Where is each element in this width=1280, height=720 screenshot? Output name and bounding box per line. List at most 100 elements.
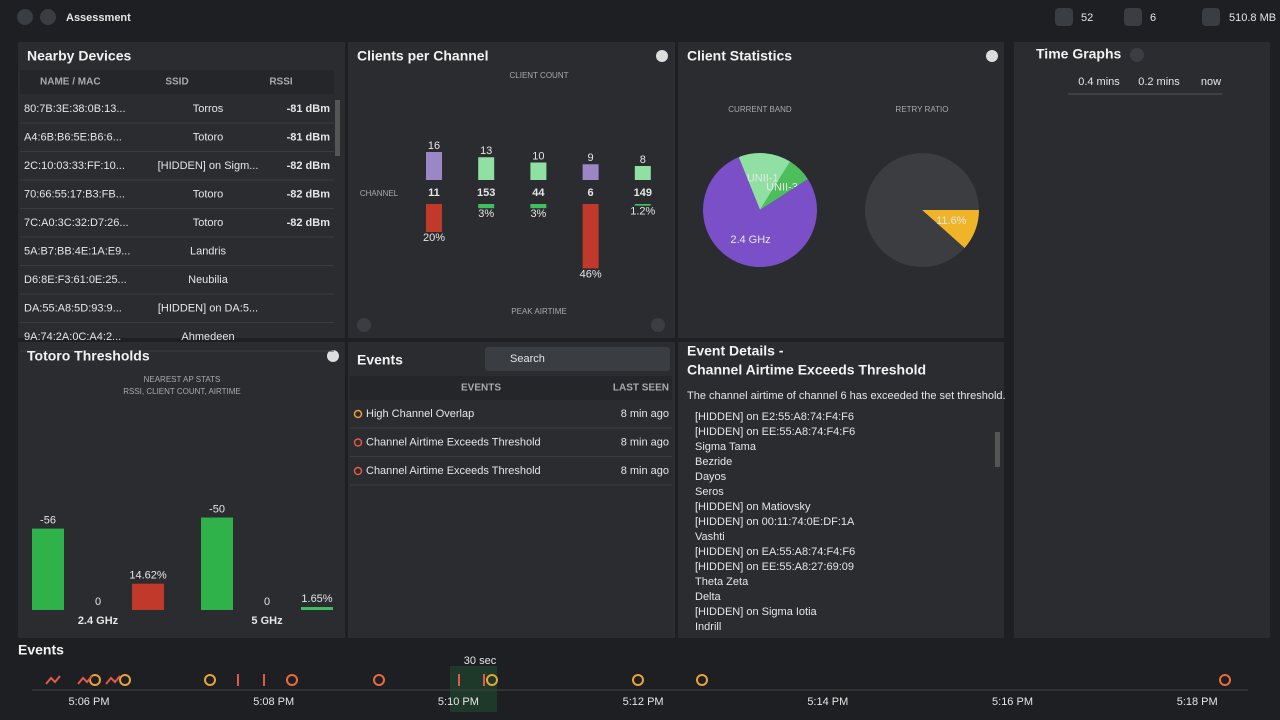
rssi-label: -50 <box>209 503 225 515</box>
affected-device: Theta Zeta <box>695 576 749 588</box>
rssi-label: -56 <box>40 515 56 527</box>
airtime-label: 14.62% <box>129 570 167 582</box>
panel <box>678 342 1004 638</box>
device-rssi: -81 dBm <box>287 103 331 115</box>
pie-slice <box>760 161 808 210</box>
search-box[interactable] <box>485 347 670 371</box>
device-ssid: [HIDDEN] on Sigm... <box>158 160 259 172</box>
airtime-bar <box>634 204 651 206</box>
client-count-bar <box>634 166 651 180</box>
column-header: EVENTS <box>461 383 501 394</box>
affected-device: [HIDDEN] on EE:55:A8:27:69:09 <box>695 561 854 573</box>
affected-device: [HIDDEN] on E2:55:A8:74:F4:F6 <box>695 411 854 423</box>
event-icon <box>353 466 363 476</box>
device-mac: 2C:10:03:33:FF:10... <box>24 160 125 172</box>
device-rssi: -81 dBm <box>287 131 331 143</box>
device-ssid: Totoro <box>193 131 224 143</box>
info-icon[interactable] <box>327 350 339 362</box>
airtime-bar <box>530 204 547 209</box>
column-header: SSID <box>165 77 188 88</box>
info-icon[interactable] <box>986 50 998 62</box>
prev-button[interactable] <box>357 318 371 332</box>
client-count-label: 0 <box>95 596 101 608</box>
wifi-icon <box>1124 8 1142 26</box>
device-rssi: -82 dBm <box>287 188 331 200</box>
device-mac: 80:7B:3E:38:0B:13... <box>24 103 126 115</box>
time-label: 5:18 PM <box>1177 696 1218 708</box>
device-mac: 5A:B7:BB:4E:1A:E9... <box>24 245 130 257</box>
panel-title: Clients per Channel <box>357 48 488 64</box>
dropdown-button[interactable] <box>1130 48 1144 62</box>
client-count-label: 8 <box>640 154 646 166</box>
device-ssid: Totoro <box>193 217 224 229</box>
time-label: 5:16 PM <box>992 696 1033 708</box>
airtime-bar <box>582 204 599 269</box>
time-window-label: 30 sec <box>464 655 497 667</box>
device-ssid: Totoro <box>193 188 224 200</box>
panel-title: Nearby Devices <box>27 48 132 64</box>
airtime-bar <box>301 607 333 610</box>
panel <box>1014 42 1270 638</box>
panel <box>348 42 675 338</box>
time-label: 0.4 mins <box>1078 76 1120 88</box>
channel-label: 149 <box>634 187 652 199</box>
panel <box>18 342 345 638</box>
menu-button[interactable] <box>17 9 33 25</box>
affected-device: Vashti <box>695 531 725 543</box>
client-count-bar <box>426 152 442 180</box>
back-button[interactable] <box>40 9 56 25</box>
search-placeholder: Search <box>510 353 545 365</box>
header-stat: 52 <box>1081 12 1093 24</box>
scrollbar[interactable] <box>995 432 1000 467</box>
event-icon <box>353 438 363 447</box>
client-count-label: 0 <box>264 596 270 608</box>
panel-title: Event Details - <box>687 343 784 359</box>
panel-title: Time Graphs <box>1036 46 1122 62</box>
slice-label: UNII-3 <box>766 182 798 194</box>
device-ssid: Torros <box>193 103 224 115</box>
device-ssid: [HIDDEN] on DA:5... <box>158 302 258 314</box>
affected-device: [HIDDEN] on EA:55:A8:74:F4:F6 <box>695 546 855 558</box>
info-icon[interactable] <box>656 50 668 62</box>
device-rssi: -82 dBm <box>287 160 331 172</box>
airtime-bar <box>426 204 442 232</box>
rssi-bar <box>32 528 64 610</box>
device-mac: D6:8E:F3:61:0E:25... <box>24 274 127 286</box>
event-icon <box>353 409 363 419</box>
group-label: 2.4 GHz <box>78 615 119 627</box>
next-button[interactable] <box>651 318 665 332</box>
time-label: 0.2 mins <box>1138 76 1180 88</box>
airtime-label: 46% <box>580 268 602 280</box>
event-description: The channel airtime of channel 6 has exc… <box>687 390 1006 402</box>
time-label: 5:06 PM <box>69 696 110 708</box>
device-rssi: -82 dBm <box>287 217 331 229</box>
slice-label: 2.4 GHz <box>730 234 770 246</box>
device-mac: 70:66:55:17:B3:FB... <box>24 188 125 200</box>
column-header: NAME / MAC <box>40 77 101 88</box>
axis-label: PEAK AIRTIME <box>511 307 566 316</box>
client-count-label: 9 <box>588 152 594 164</box>
channel-label: 44 <box>532 187 545 199</box>
scrollbar[interactable] <box>335 100 340 156</box>
device-mac: DA:55:A8:5D:93:9... <box>24 302 122 314</box>
airtime-label: 3% <box>530 208 546 220</box>
header-stat: 510.8 MB <box>1229 12 1276 24</box>
slice-label: 11.6% <box>936 215 967 227</box>
device-ssid: Neubilia <box>188 274 229 286</box>
affected-device: [HIDDEN] on Matiovsky <box>695 501 811 513</box>
column-header: LAST SEEN <box>613 383 669 394</box>
affected-device: Sigma Tama <box>695 441 757 453</box>
affected-device: Seros <box>695 486 724 498</box>
airtime-bar <box>478 204 495 209</box>
panel-title: Totoro Thresholds <box>27 348 150 364</box>
affected-device: Dayos <box>695 471 727 483</box>
memory-icon <box>1202 8 1220 26</box>
panel-title: Events <box>357 352 403 368</box>
client-count-label: 13 <box>480 145 492 157</box>
axis-label: CLIENT COUNT <box>510 71 569 80</box>
timeline <box>0 640 1280 720</box>
airtime-bar <box>132 583 164 610</box>
device-ssid: Ahmedeen <box>181 331 234 343</box>
device-mac: A4:6B:B6:5E:B6:6... <box>24 131 122 143</box>
